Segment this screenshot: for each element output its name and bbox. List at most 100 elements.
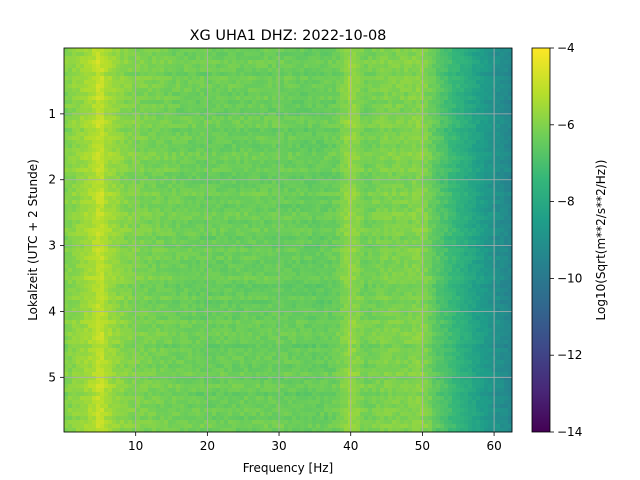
- heatmap-cell: [424, 52, 429, 57]
- heatmap-cell: [456, 160, 461, 165]
- heatmap-cell: [392, 52, 397, 57]
- heatmap-cell: [400, 120, 405, 125]
- heatmap-cell: [200, 148, 205, 153]
- heatmap-cell: [96, 200, 101, 205]
- heatmap-cell: [120, 76, 125, 81]
- heatmap-cell: [124, 172, 129, 177]
- heatmap-cell: [244, 208, 249, 213]
- heatmap-cell: [360, 184, 365, 189]
- heatmap-cell: [368, 196, 373, 201]
- heatmap-cell: [500, 120, 505, 125]
- heatmap-cell: [180, 224, 185, 229]
- heatmap-cell: [252, 164, 257, 169]
- heatmap-cell: [236, 116, 241, 121]
- heatmap-cell: [96, 64, 101, 69]
- heatmap-cell: [340, 212, 345, 217]
- heatmap-cell: [504, 104, 509, 109]
- heatmap-cell: [72, 88, 77, 93]
- heatmap-cell: [348, 156, 353, 161]
- heatmap-cell: [108, 132, 113, 137]
- heatmap-cell: [388, 160, 393, 165]
- heatmap-cell: [264, 60, 269, 65]
- heatmap-cell: [464, 156, 469, 161]
- heatmap-cell: [204, 68, 209, 73]
- heatmap-cell: [504, 56, 509, 61]
- heatmap-cell: [212, 188, 217, 193]
- heatmap-cell: [212, 52, 217, 57]
- heatmap-cell: [244, 168, 249, 173]
- heatmap-cell: [184, 132, 189, 137]
- heatmap-cell: [228, 132, 233, 137]
- heatmap-cell: [164, 92, 169, 97]
- heatmap-cell: [328, 104, 333, 109]
- heatmap-cell: [100, 180, 105, 185]
- heatmap-cell: [92, 180, 97, 185]
- heatmap-cell: [460, 88, 465, 93]
- heatmap-cell: [328, 124, 333, 129]
- heatmap-cell: [404, 108, 409, 113]
- heatmap-cell: [124, 52, 129, 57]
- heatmap-cell: [72, 180, 77, 185]
- heatmap-cell: [84, 212, 89, 217]
- heatmap-cell: [220, 68, 225, 73]
- heatmap-cell: [192, 132, 197, 137]
- heatmap-cell: [236, 132, 241, 137]
- heatmap-cell: [240, 212, 245, 217]
- heatmap-cell: [228, 200, 233, 205]
- heatmap-cell: [384, 204, 389, 209]
- heatmap-cell: [120, 168, 125, 173]
- heatmap-cell: [428, 132, 433, 137]
- heatmap-cell: [344, 152, 349, 157]
- heatmap-cell: [308, 152, 313, 157]
- heatmap-cell: [260, 80, 265, 85]
- heatmap-cell: [168, 216, 173, 221]
- heatmap-cell: [504, 64, 509, 69]
- heatmap-cell: [264, 56, 269, 61]
- heatmap-cell: [148, 152, 153, 157]
- heatmap-cell: [116, 200, 121, 205]
- heatmap-cell: [136, 204, 141, 209]
- heatmap-cell: [460, 200, 465, 205]
- heatmap-cell: [112, 104, 117, 109]
- heatmap-cell: [268, 56, 273, 61]
- heatmap-cell: [480, 212, 485, 217]
- heatmap-cell: [360, 164, 365, 169]
- heatmap-cell: [104, 224, 109, 229]
- heatmap-cell: [384, 212, 389, 217]
- heatmap-cell: [372, 116, 377, 121]
- heatmap-cell: [268, 220, 273, 225]
- heatmap-cell: [200, 188, 205, 193]
- heatmap-cell: [120, 56, 125, 61]
- heatmap-cell: [496, 104, 501, 109]
- heatmap-cell: [296, 152, 301, 157]
- heatmap-cell: [328, 144, 333, 149]
- heatmap-cell: [360, 92, 365, 97]
- heatmap-cell: [264, 160, 269, 165]
- heatmap-cell: [72, 208, 77, 213]
- heatmap-cell: [496, 100, 501, 105]
- heatmap-cell: [284, 104, 289, 109]
- heatmap-cell: [400, 88, 405, 93]
- heatmap-cell: [280, 144, 285, 149]
- heatmap-cell: [404, 84, 409, 89]
- heatmap-cell: [284, 220, 289, 225]
- heatmap-cell: [268, 132, 273, 137]
- heatmap-cell: [132, 80, 137, 85]
- heatmap-cell: [64, 204, 69, 209]
- heatmap-cell: [348, 168, 353, 173]
- heatmap-cell: [260, 164, 265, 169]
- heatmap-cell: [376, 76, 381, 81]
- heatmap-cell: [200, 80, 205, 85]
- heatmap-cell: [352, 152, 357, 157]
- heatmap-cell: [212, 168, 217, 173]
- heatmap-cell: [76, 172, 81, 177]
- heatmap-cell: [284, 88, 289, 93]
- heatmap-cell: [72, 144, 77, 149]
- heatmap-cell: [304, 96, 309, 101]
- heatmap-cell: [320, 212, 325, 217]
- heatmap-cell: [88, 48, 93, 53]
- heatmap-cell: [300, 96, 305, 101]
- heatmap-cell: [348, 68, 353, 73]
- heatmap-cell: [508, 64, 513, 69]
- heatmap-cell: [444, 64, 449, 69]
